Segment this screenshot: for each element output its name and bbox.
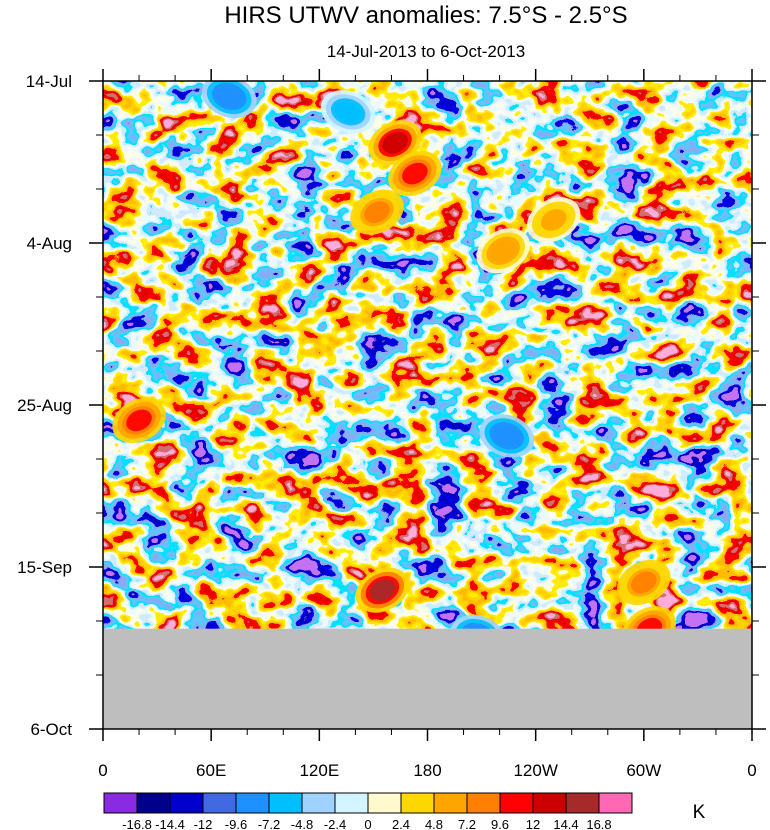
colorbar-swatch <box>334 792 369 814</box>
colorbar-swatch <box>400 792 435 814</box>
colorbar-label: 7.2 <box>458 817 476 830</box>
colorbar-swatch <box>169 792 204 814</box>
anomaly-blob-13-3 <box>540 209 567 231</box>
colorbar-label: 16.8 <box>586 817 611 830</box>
colorbar-label: -16.8 <box>122 817 152 830</box>
colorbar-swatch <box>532 792 567 814</box>
colorbar-swatch <box>235 792 270 814</box>
colorbar: -16.8 -14.4 -12 -9.6 -7.2 -4.8 -2.4 0 2.4 4.8 7.2 9… <box>103 792 633 830</box>
x-tick-label: 0 <box>98 761 107 780</box>
colorbar-swatch <box>466 792 501 814</box>
x-tick-label: 180 <box>413 761 441 780</box>
y-tick-label: 15-Sep <box>17 558 72 577</box>
colorbar-label: 4.8 <box>425 817 443 830</box>
anomaly-blob-8-3 <box>493 425 520 447</box>
x-axis: 0 60E 120E 180 120W 60W 0 <box>98 69 757 780</box>
missing-data-region <box>103 628 752 729</box>
anomaly-blob-9-3 <box>216 86 243 107</box>
colorbar-swatch <box>268 792 303 814</box>
colorbar-swatch <box>202 792 237 814</box>
colorbar-label: -12 <box>194 817 213 830</box>
colorbar-label: -2.4 <box>324 817 346 830</box>
anomaly-blob-4-3 <box>369 579 396 601</box>
y-tick-label: 14-Jul <box>26 72 72 91</box>
anomaly-blob-12-3 <box>490 239 517 262</box>
colorbar-label: -7.2 <box>258 817 280 830</box>
colorbar-swatch <box>499 792 534 814</box>
chart-title: HIRS UTWV anomalies: 7.5°S - 2.5°S <box>224 2 627 29</box>
x-tick-label: 60W <box>626 761 661 780</box>
colorbar-swatch <box>565 792 600 814</box>
colorbar-label: 2.4 <box>392 817 410 830</box>
anomaly-blob-1-3 <box>402 162 428 185</box>
chart-subtitle: 14-Jul-2013 to 6-Oct-2013 <box>327 42 525 61</box>
y-tick-label: 6-Oct <box>30 720 72 739</box>
colorbar-label: 9.6 <box>491 817 509 830</box>
y-tick-label: 4-Aug <box>27 234 72 253</box>
colorbar-label: 14.4 <box>553 817 578 830</box>
colorbar-swatch <box>367 792 402 814</box>
colorbar-label: -14.4 <box>155 817 185 830</box>
colorbar-unit: K <box>693 802 706 823</box>
anomaly-blob-2-3 <box>364 201 390 223</box>
x-tick-label: 120E <box>299 761 339 780</box>
y-tick-label: 25-Aug <box>17 396 72 415</box>
colorbar-swatch <box>103 792 138 814</box>
colorbar-swatch <box>136 792 171 814</box>
colorbar-swatch <box>301 792 336 814</box>
x-tick-label: 60E <box>196 761 226 780</box>
anomaly-blob-0-3 <box>382 131 408 154</box>
colorbar-swatch <box>433 792 468 814</box>
anomaly-blob-6-3 <box>631 571 657 594</box>
anomaly-blob-10-3 <box>335 101 362 123</box>
colorbar-label: -9.6 <box>225 817 247 830</box>
anomaly-blob-3-3 <box>126 409 152 432</box>
x-tick-label: 120W <box>513 761 557 780</box>
colorbar-label: 0 <box>364 817 371 830</box>
colorbar-label: 12 <box>526 817 540 830</box>
colorbar-swatch <box>598 792 633 814</box>
x-tick-label: 0 <box>747 761 756 780</box>
colorbar-label: -4.8 <box>291 817 313 830</box>
plot-area <box>103 81 752 729</box>
y-axis: 14-Jul 4-Aug 25-Aug 15-Sep 6-Oct <box>17 72 766 739</box>
